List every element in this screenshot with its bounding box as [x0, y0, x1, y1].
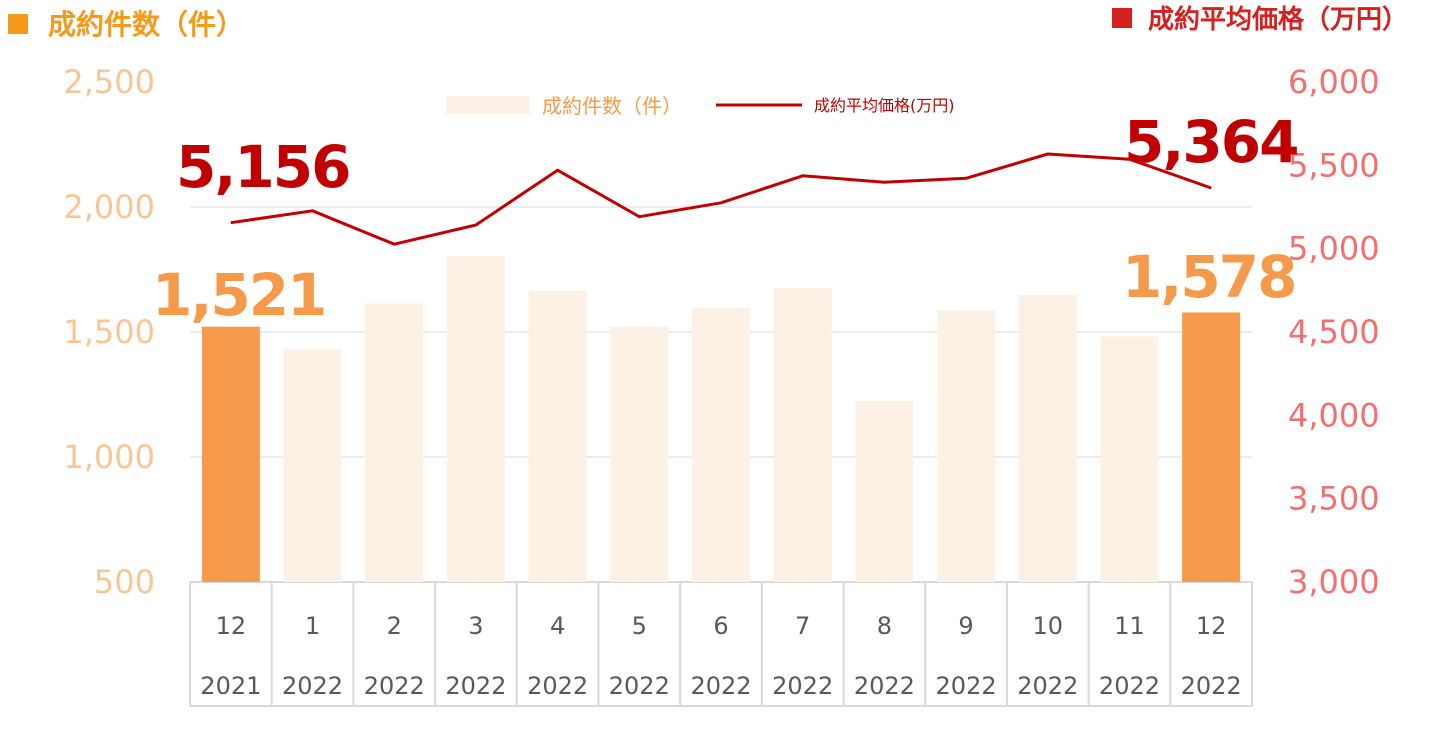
- left-tick-label: 1,500: [63, 313, 155, 351]
- x-axis-table: 12 2021 1 2022 2 2022 3 2022 4 2022 5 2022 6 2022 7 202…: [189, 582, 1253, 707]
- year-label: 2022: [527, 672, 588, 700]
- bar: [201, 326, 260, 582]
- bar: [528, 291, 587, 582]
- year-label: 2022: [1017, 672, 1078, 700]
- year-label: 2022: [1099, 672, 1160, 700]
- right-tick-label: 5,500: [1288, 146, 1380, 184]
- line-series: [230, 152, 1212, 246]
- bar-series: [201, 256, 1241, 582]
- right-title-text: 成約平均価格（万円）: [1148, 4, 1408, 35]
- bar: [692, 307, 750, 582]
- year-label: 2022: [364, 672, 425, 700]
- year-label: 2022: [282, 672, 343, 700]
- month-label: 9: [958, 612, 973, 640]
- month-label: 12: [216, 612, 247, 640]
- bar: [1182, 312, 1241, 582]
- year-label: 2021: [200, 672, 261, 700]
- year-label: 2022: [854, 672, 915, 700]
- year-label: 2022: [1181, 672, 1242, 700]
- right-title-square-icon: [1112, 8, 1132, 28]
- right-tick-label: 4,000: [1288, 396, 1380, 434]
- left-axis-ticks: 500 1,000 1,500 2,000 2,500: [63, 63, 155, 601]
- year-label: 2022: [772, 672, 833, 700]
- right-tick-label: 4,500: [1288, 313, 1380, 351]
- left-tick-label: 1,000: [63, 438, 155, 476]
- callout-bar-first: 1,521: [152, 261, 325, 329]
- month-label: 11: [1114, 612, 1145, 640]
- bar: [1018, 295, 1077, 582]
- month-label: 2: [387, 612, 402, 640]
- legend-line-label: 成約平均価格(万円): [814, 96, 955, 115]
- month-label: 7: [795, 612, 810, 640]
- bar: [610, 326, 669, 582]
- year-label: 2022: [936, 672, 997, 700]
- left-tick-label: 2,500: [63, 63, 155, 101]
- left-tick-label: 500: [94, 563, 155, 601]
- month-label: 3: [468, 612, 483, 640]
- right-tick-label: 6,000: [1288, 63, 1380, 101]
- right-tick-label: 3,500: [1288, 480, 1380, 518]
- year-label: 2022: [445, 672, 506, 700]
- legend-bar-label: 成約件数（件）: [542, 94, 682, 118]
- month-label: 6: [713, 612, 728, 640]
- right-axis-ticks: 3,000 3,500 4,000 4,500 5,000 5,500 6,000: [1288, 63, 1380, 601]
- left-title-text: 成約件数（件）: [48, 8, 244, 41]
- left-tick-label: 2,000: [63, 188, 155, 226]
- callout-line-first: 5,156: [176, 133, 349, 201]
- bar: [1100, 336, 1159, 582]
- month-label: 12: [1196, 612, 1227, 640]
- legend-bar-swatch: [446, 96, 530, 114]
- right-tick-label: 5,000: [1288, 230, 1380, 268]
- bar: [365, 303, 424, 582]
- right-tick-label: 3,000: [1288, 563, 1380, 601]
- right-axis-title: 成約平均価格（万円）: [1112, 4, 1408, 35]
- month-label: 1: [305, 612, 320, 640]
- left-title-square-icon: [8, 14, 28, 34]
- month-label: 4: [550, 612, 565, 640]
- bar: [446, 256, 505, 582]
- legend: 成約件数（件） 成約平均価格(万円): [446, 94, 955, 118]
- bar: [283, 349, 342, 582]
- callout-line-last: 5,364: [1124, 108, 1297, 176]
- year-label: 2022: [609, 672, 670, 700]
- bar: [937, 310, 996, 582]
- bar: [855, 401, 914, 582]
- month-label: 5: [632, 612, 647, 640]
- callout-bar-last: 1,578: [1122, 243, 1295, 311]
- bar: [773, 288, 832, 582]
- month-label: 10: [1032, 612, 1063, 640]
- left-axis-title: 成約件数（件）: [8, 8, 244, 41]
- price-line: [230, 152, 1212, 246]
- year-label: 2022: [690, 672, 751, 700]
- month-label: 8: [877, 612, 892, 640]
